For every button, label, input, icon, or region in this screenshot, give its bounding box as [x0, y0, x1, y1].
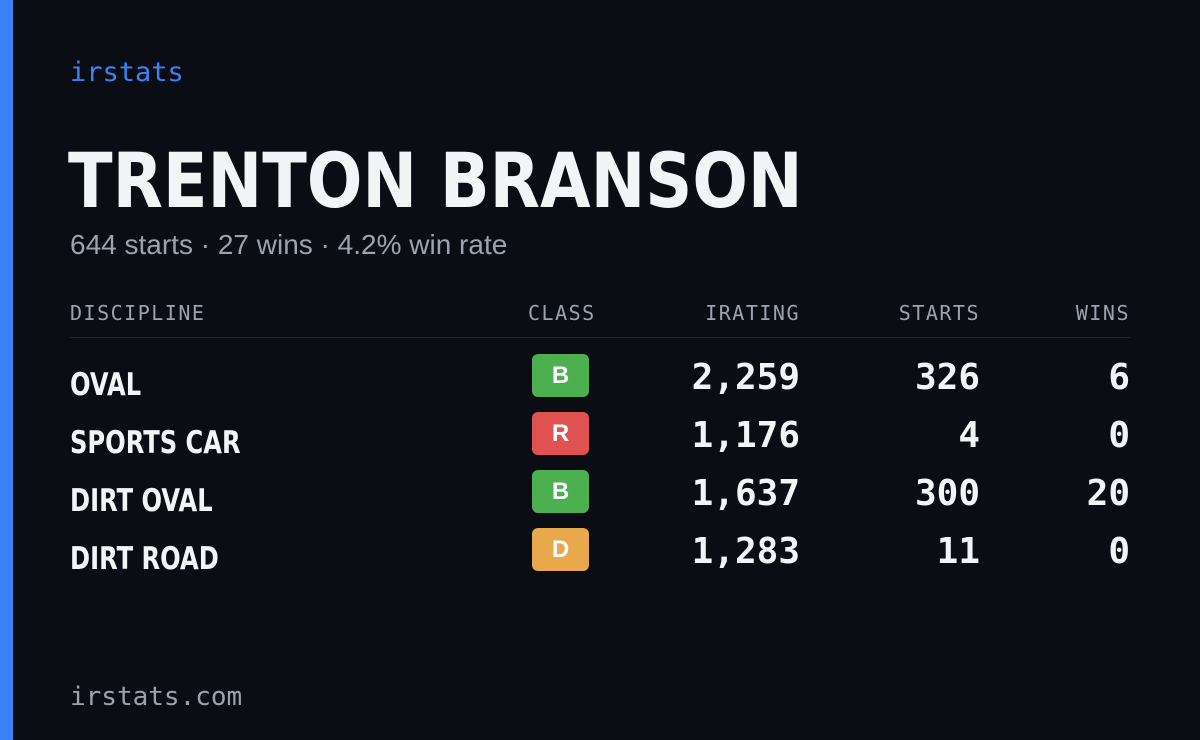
irating-value: 1,637: [691, 473, 800, 514]
starts-value: 326: [914, 357, 980, 398]
header-irating: IRATING: [705, 301, 800, 325]
starts-value: 11: [936, 531, 980, 572]
wins-value: 0: [1108, 531, 1130, 572]
header-starts: STARTS: [898, 301, 980, 325]
class-badge: B: [532, 470, 589, 513]
table-header: DISCIPLINE CLASS IRATING STARTS WINS: [70, 300, 1131, 338]
class-badge: R: [532, 412, 589, 455]
discipline-name: OVAL: [70, 367, 142, 403]
irating-value: 1,283: [691, 531, 800, 572]
discipline-name: DIRT OVAL: [70, 483, 213, 519]
wins-value: 0: [1108, 415, 1130, 456]
header-discipline: DISCIPLINE: [70, 301, 206, 325]
discipline-name: DIRT ROAD: [70, 541, 219, 577]
header-wins: WINS: [1075, 301, 1130, 325]
class-badge: B: [532, 354, 589, 397]
wins-value: 6: [1108, 357, 1130, 398]
table-row: SPORTS CAR R 1,176 4 0: [70, 412, 1131, 470]
irating-value: 2,259: [691, 357, 800, 398]
header-class: CLASS: [528, 301, 596, 325]
stats-table: DISCIPLINE CLASS IRATING STARTS WINS OVA…: [70, 300, 1131, 586]
starts-value: 300: [914, 473, 980, 514]
table-body: OVAL B 2,259 326 6 SPORTS CAR R 1,176 4 …: [70, 354, 1131, 586]
starts-value: 4: [958, 415, 980, 456]
wins-value: 20: [1086, 473, 1130, 514]
class-badge: D: [532, 528, 589, 571]
table-row: DIRT OVAL B 1,637 300 20: [70, 470, 1131, 528]
brand-logo: irstats: [70, 57, 184, 88]
irating-value: 1,176: [691, 415, 800, 456]
table-row: DIRT ROAD D 1,283 11 0: [70, 528, 1131, 586]
accent-bar: [0, 0, 13, 740]
player-name: TRENTON BRANSON: [68, 136, 803, 225]
player-summary: 644 starts · 27 wins · 4.2% win rate: [70, 229, 508, 260]
table-row: OVAL B 2,259 326 6: [70, 354, 1131, 412]
discipline-name: SPORTS CAR: [70, 425, 241, 461]
footer-domain: irstats.com: [70, 682, 243, 712]
